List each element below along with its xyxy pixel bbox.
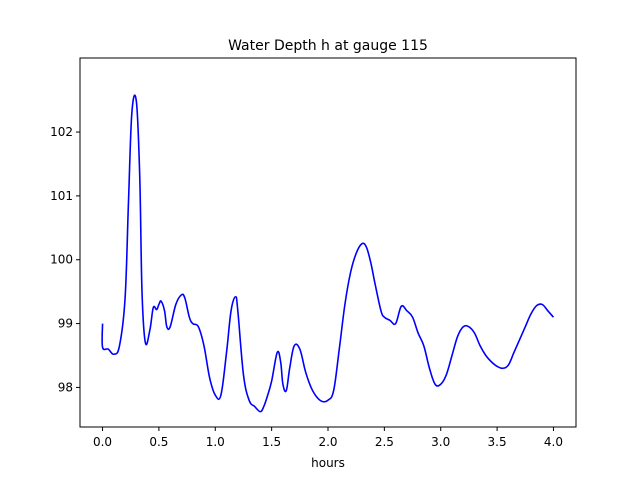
x-tick-label: 3.5: [488, 435, 507, 449]
x-tick-label: 2.0: [318, 435, 337, 449]
y-axis: 98 99 100 101 102: [50, 125, 80, 394]
y-tick-label: 98: [58, 380, 73, 394]
chart-title: Water Depth h at gauge 115: [228, 38, 428, 54]
plot-area: [101, 94, 555, 413]
y-tick-label: 101: [50, 189, 73, 203]
x-axis: 0.0 0.5 1.0 1.5 2.0 2.5 3.0 3.5 4.0: [93, 427, 563, 449]
x-tick-label: 4.0: [544, 435, 563, 449]
x-tick-label: 1.0: [206, 435, 225, 449]
y-tick-label: 102: [50, 125, 73, 139]
x-tick-label: 0.0: [93, 435, 112, 449]
x-tick-label: 1.5: [262, 435, 281, 449]
y-tick-label: 99: [58, 317, 73, 331]
x-axis-label: hours: [311, 456, 345, 470]
x-tick-label: 2.5: [375, 435, 394, 449]
y-tick-label: 100: [50, 253, 73, 267]
series-line-0: [101, 94, 555, 413]
x-tick-label: 0.5: [149, 435, 168, 449]
x-tick-label: 3.0: [431, 435, 450, 449]
